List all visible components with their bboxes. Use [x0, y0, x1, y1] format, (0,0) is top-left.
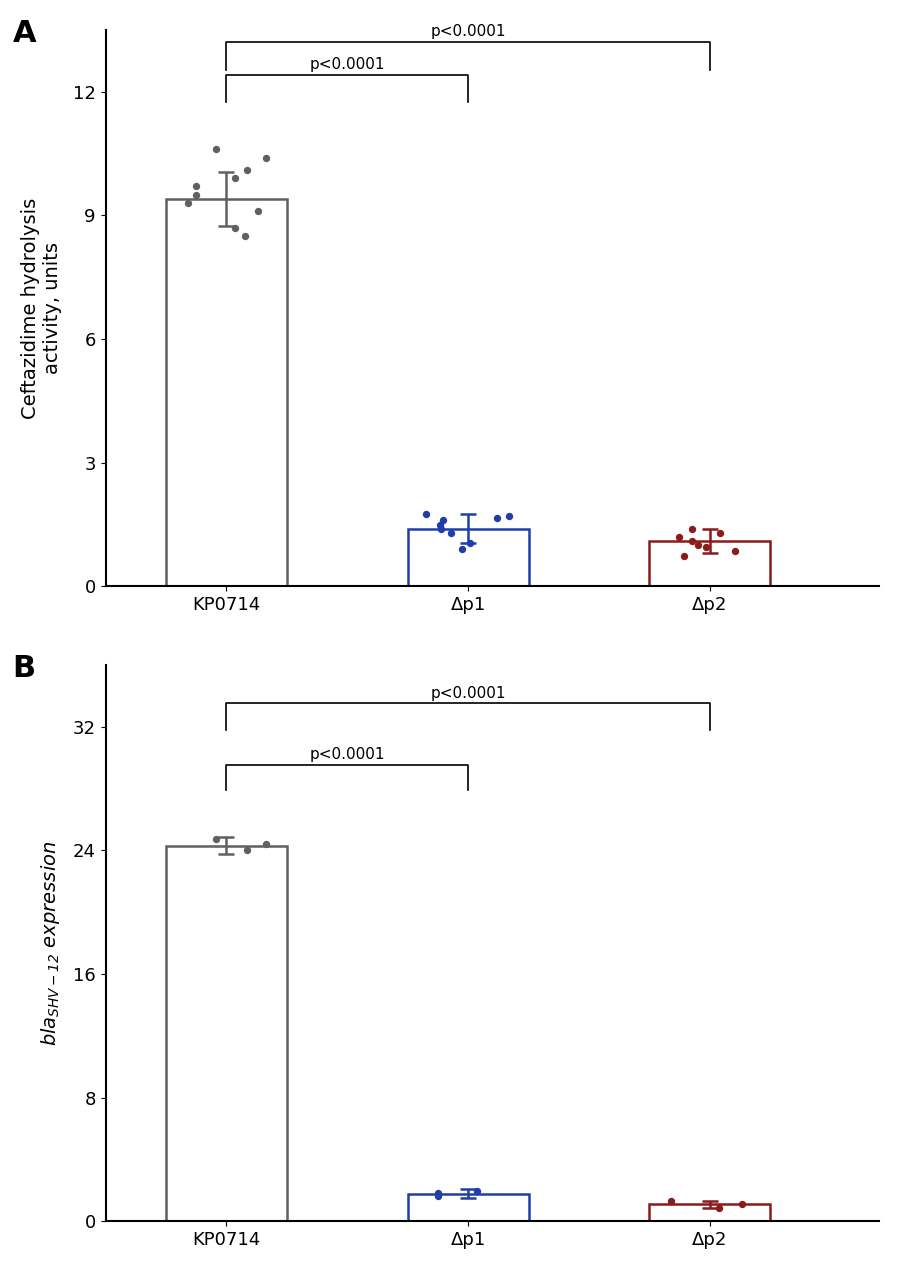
Point [671, 527, 686, 547]
Y-axis label: $\it{bla}_\mathregular{SHV-12}$ expression: $\it{bla}_\mathregular{SHV-12}$ expressi… [39, 841, 62, 1045]
Point [464, 533, 478, 554]
Point [258, 834, 273, 855]
Point [470, 1180, 484, 1200]
Text: B: B [13, 654, 36, 682]
Point [685, 531, 699, 551]
Text: p<0.0001: p<0.0001 [430, 686, 506, 701]
Point [490, 508, 504, 528]
Point [189, 177, 203, 197]
Bar [166, 199, 287, 587]
Point [444, 523, 458, 544]
Point [228, 217, 242, 237]
Point [436, 511, 450, 531]
Point [431, 1182, 446, 1203]
Point [239, 841, 254, 861]
Text: p<0.0001: p<0.0001 [310, 57, 385, 72]
Text: p<0.0001: p<0.0001 [310, 748, 385, 762]
Point [677, 545, 691, 565]
Point [455, 540, 470, 560]
Bar [408, 1194, 528, 1222]
Point [189, 184, 203, 204]
Y-axis label: Ceftazidime hydrolysis
activity, units: Ceftazidime hydrolysis activity, units [21, 197, 62, 419]
Point [699, 537, 714, 558]
Bar [650, 541, 770, 587]
Point [251, 201, 266, 221]
Bar [408, 528, 528, 587]
Bar [650, 1204, 770, 1222]
Bar [166, 846, 287, 1222]
Point [712, 1198, 726, 1218]
Point [685, 518, 699, 538]
Point [431, 1186, 446, 1206]
Text: p<0.0001: p<0.0001 [430, 24, 506, 39]
Point [734, 1194, 749, 1214]
Point [502, 507, 517, 527]
Point [208, 829, 222, 850]
Point [239, 160, 254, 180]
Point [419, 504, 434, 525]
Point [238, 226, 252, 246]
Point [258, 147, 273, 168]
Point [434, 518, 448, 538]
Text: A: A [13, 19, 36, 47]
Point [713, 523, 727, 544]
Point [727, 541, 742, 561]
Point [664, 1191, 679, 1212]
Point [433, 514, 447, 535]
Point [691, 535, 706, 555]
Point [181, 193, 195, 213]
Point [228, 168, 242, 188]
Point [208, 140, 222, 160]
